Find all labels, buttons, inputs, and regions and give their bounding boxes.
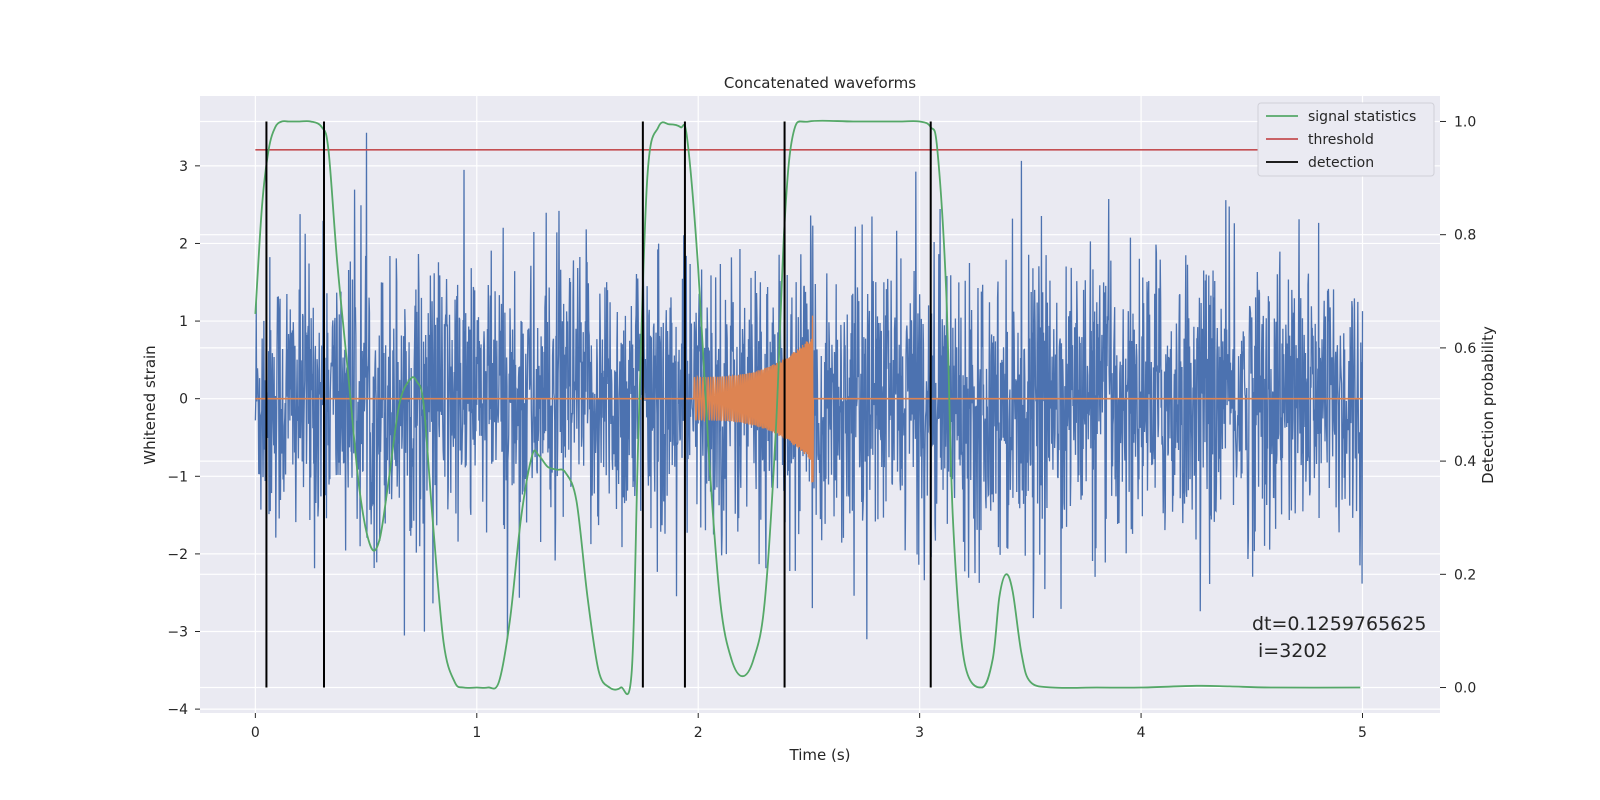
y-right-tick-label-5: 1.0 <box>1454 114 1476 130</box>
y-left-tick-label-0: −4 <box>167 702 188 718</box>
y-right-tick-label-0: 0.0 <box>1454 681 1476 697</box>
y-left-tick-label-6: 2 <box>179 236 188 252</box>
y-left-tick-label-3: −1 <box>167 469 188 485</box>
legend-box <box>1257 102 1435 177</box>
y-left-tick-label-7: 3 <box>179 159 188 175</box>
plot-lines <box>254 119 1385 696</box>
right-axis: 0.0 0.2 0.4 0.6 0.8 1.0 <box>1440 114 1476 697</box>
x-tick-label-1: 1 <box>472 725 481 741</box>
x-tick-label-0: 0 <box>251 725 260 741</box>
annotation-i: i=3202 <box>1258 640 1328 662</box>
x-axis: 0 1 2 3 4 5 <box>251 713 1367 741</box>
y-right-tick-label-2: 0.4 <box>1454 454 1476 470</box>
y-left-tick-label-2: −2 <box>167 547 188 563</box>
x-axis-title: Time (s) <box>789 746 851 764</box>
x-tick-label-5: 5 <box>1358 725 1367 741</box>
x-tick-label-4: 4 <box>1137 725 1146 741</box>
x-tick-label-2: 2 <box>694 725 703 741</box>
y-right-tick-label-1: 0.2 <box>1454 567 1476 583</box>
chart-title: Concatenated waveforms <box>724 74 916 92</box>
legend-label-signal-statistics: signal statistics <box>1308 109 1416 125</box>
injection-chirp-line <box>693 315 815 483</box>
legend-label-detection: detection <box>1308 155 1374 171</box>
y-left-tick-label-5: 1 <box>179 314 188 330</box>
x-tick-label-3: 3 <box>915 725 924 741</box>
signal-statistics-line <box>254 119 1361 696</box>
y-right-tick-label-3: 0.6 <box>1454 341 1476 357</box>
left-axis: −4 −3 −2 −1 0 1 2 3 <box>167 159 200 718</box>
y-left-tick-label-1: −3 <box>167 625 188 641</box>
y-axis-right-title: Detection probability <box>1479 326 1497 484</box>
y-right-tick-label-4: 0.8 <box>1454 228 1476 244</box>
y-left-tick-label-4: 0 <box>179 392 188 408</box>
legend-label-threshold: threshold <box>1308 132 1374 148</box>
annotation-dt: dt=0.1259765625 <box>1252 613 1426 635</box>
legend: signal statistics threshold detection <box>1257 102 1435 177</box>
y-axis-left-title: Whitened strain <box>141 345 159 464</box>
